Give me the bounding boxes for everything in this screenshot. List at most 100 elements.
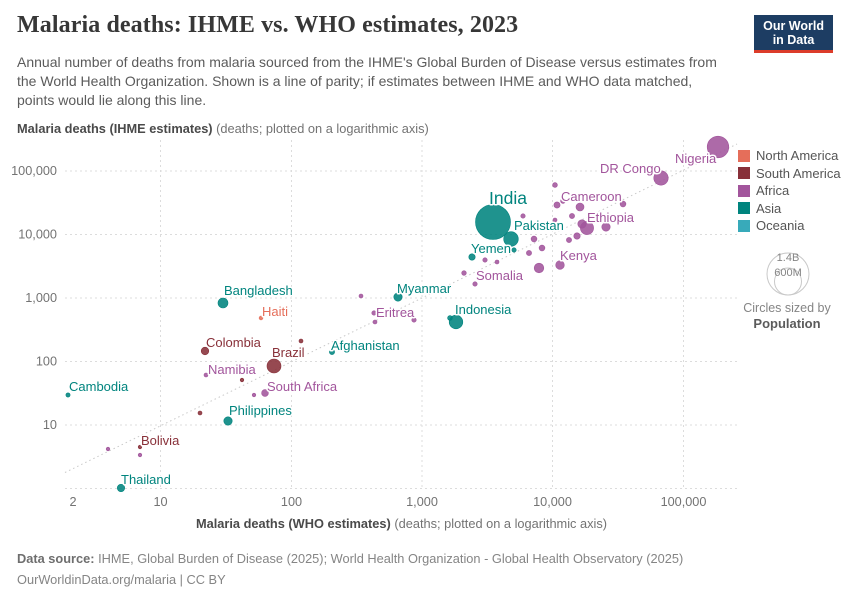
data-point[interactable] [569,213,575,219]
x-tick-label: 10 [153,495,167,509]
data-point[interactable] [411,317,417,323]
page-title: Malaria deaths: IHME vs. WHO estimates, … [17,12,519,38]
country-label-india: India [489,188,527,208]
data-point-afghanistan[interactable] [329,349,335,355]
legend-swatch [738,149,750,162]
data-point-somalia[interactable] [461,270,467,276]
data-point[interactable] [530,235,538,243]
data-point-kenya[interactable] [555,260,565,270]
country-label-pakistan: Pakistan [514,218,564,233]
data-point-south-africa[interactable] [261,389,269,397]
data-point-nigeria[interactable] [706,135,730,159]
data-point-brazil[interactable] [266,358,282,374]
x-tick-label: 2 [69,495,76,509]
region-legend: North America South America Africa Asia Ocea… [738,147,841,235]
data-point[interactable] [511,247,517,253]
data-point-bangladesh[interactable] [217,297,229,309]
country-label-dr-congo: DR Congo [600,161,661,176]
data-point[interactable] [251,392,257,398]
data-point[interactable] [552,182,558,188]
data-point[interactable] [239,377,245,383]
y-tick-label: 10 [43,418,57,432]
data-point[interactable] [358,293,364,299]
x-tick-label: 100 [281,495,302,509]
country-label-bolivia: Bolivia [141,433,180,448]
owid-logo-line1: Our World [763,19,824,33]
y-tick-label: 100 [36,355,57,369]
data-point[interactable] [566,237,572,243]
y-axis-title-bold: Malaria deaths (IHME estimates) [17,121,213,136]
size-legend-inner-label: 600M [774,267,802,279]
data-point[interactable] [619,200,627,208]
country-label-thailand: Thailand [121,472,171,487]
legend-swatch [738,184,750,197]
data-point[interactable] [520,213,526,219]
legend-item-north-america[interactable]: North America [738,147,841,165]
data-point[interactable] [105,446,111,452]
data-source-line: Data source: IHME, Global Burden of Dise… [17,548,817,569]
x-axis-title-bold: Malaria deaths (WHO estimates) [195,516,391,531]
legend-swatch [738,202,750,215]
data-point[interactable] [560,198,566,204]
data-point[interactable] [533,262,545,274]
country-label-namibia: Namibia [208,362,256,377]
data-point[interactable] [298,338,304,344]
data-point-colombia[interactable] [200,346,210,356]
data-point[interactable] [482,257,488,263]
data-point[interactable] [494,259,500,265]
data-point[interactable] [472,281,478,287]
data-point[interactable] [601,222,611,232]
country-label-nigeria: Nigeria [675,151,717,166]
data-point-namibia[interactable] [203,372,209,378]
size-legend-outer-label: 1.4B [777,252,800,264]
country-label-afghanistan: Afghanistan [331,338,400,353]
data-point[interactable] [526,250,532,256]
data-point[interactable] [137,452,143,458]
legend-item-africa[interactable]: Africa [738,182,841,200]
data-point-dr-congo[interactable] [653,170,669,186]
legend-label: South America [756,165,841,181]
legend-label: Oceania [756,218,805,234]
data-point-philippines[interactable] [223,416,233,426]
country-label-philippines: Philippines [229,403,292,418]
legend-swatch [738,167,750,180]
x-tick-label: 1,000 [406,495,438,509]
data-point-yemen[interactable] [468,253,476,261]
data-point[interactable] [553,201,561,209]
legend-item-oceania[interactable]: Oceania [738,217,841,235]
legend-item-asia[interactable]: Asia [738,200,841,218]
data-point-thailand[interactable] [117,483,126,492]
size-legend-caption-bold: Population [753,316,821,331]
footer-link[interactable]: OurWorldinData.org/malaria | CC BY [17,572,226,587]
legend-item-south-america[interactable]: South America [738,165,841,183]
data-point[interactable] [538,244,546,252]
data-point-cameroon[interactable] [575,202,585,212]
x-tick-label: 100,000 [661,495,707,509]
country-label-yemen: Yemen [471,241,511,256]
legend-label: North America [756,148,839,164]
data-point[interactable] [372,319,378,325]
data-point-pakistan[interactable] [503,231,519,247]
data-point[interactable] [573,232,581,240]
country-label-ethiopia: Ethiopia [587,210,635,225]
data-point-eritrea[interactable] [371,310,377,316]
country-label-colombia: Colombia [206,335,262,350]
owid-logo-line2: in Data [772,33,815,47]
data-point[interactable] [577,219,587,229]
data-point[interactable] [197,410,203,416]
owid-logo[interactable]: Our World in Data [754,15,833,53]
parity-line [64,143,738,473]
data-point-cambodia[interactable] [65,392,71,398]
x-axis-title: Malaria deaths (WHO estimates) (deaths; … [65,516,738,531]
data-point-haiti[interactable] [258,315,264,321]
data-point[interactable] [552,217,558,223]
size-legend-circles: 1.4B 600M [766,252,810,296]
chart-footer: Data source: IHME, Global Burden of Dise… [17,548,817,590]
data-point-bolivia[interactable] [137,444,143,450]
country-label-bangladesh: Bangladesh [224,283,293,298]
data-point-india[interactable] [475,204,511,240]
data-point-myanmar[interactable] [393,292,403,302]
data-point[interactable] [447,315,453,321]
y-axis-title-units: (deaths; plotted on a logarithmic axis) [212,121,429,136]
legend-swatch [738,219,750,232]
